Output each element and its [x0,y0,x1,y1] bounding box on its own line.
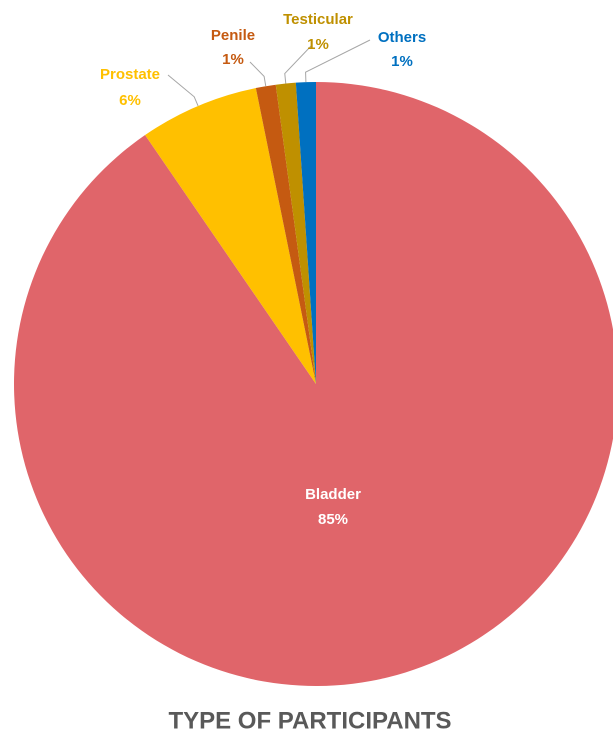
slice-value-label: 85% [318,511,348,528]
slice-value-label: 6% [119,92,141,109]
pie-slice [14,82,613,686]
slice-value-label: 1% [391,53,413,70]
chart-title: TYPE OF PARTICIPANTS [168,707,451,734]
leader-line [305,39,371,83]
slice-value-label: 1% [222,51,244,68]
slice-label: Prostate [100,66,160,83]
pie-slice [145,88,316,384]
slice-label: Penile [211,27,255,44]
pie-slice [295,82,316,384]
slice-label: Bladder [305,486,361,503]
slice-value-label: 1% [307,36,329,53]
slice-label: Testicular [283,11,353,28]
pie-slice [275,82,316,384]
pie-slice [255,84,316,385]
leader-line [167,74,199,107]
slice-label: Others [378,29,426,46]
leader-line [249,61,267,87]
leader-line [284,44,313,84]
